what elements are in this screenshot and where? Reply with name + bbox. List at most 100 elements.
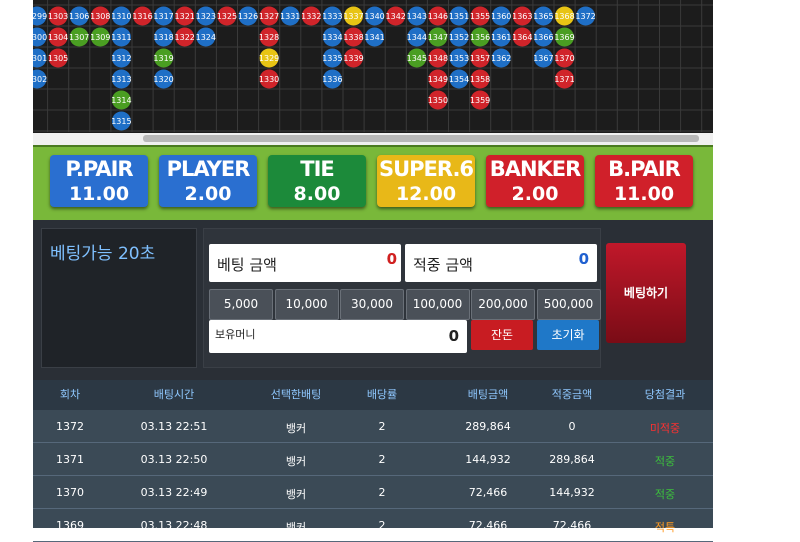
win-amount-label: 적중 금액 <box>413 256 473 274</box>
amount-button[interactable]: 100,000 <box>405 289 470 320</box>
bet-odds: 12.00 <box>395 183 457 205</box>
bet-button[interactable]: TIE 8.00 <box>268 155 366 207</box>
bead <box>512 27 532 47</box>
bead <box>428 48 448 68</box>
bead-label: 1322 <box>175 33 195 42</box>
bead-label: 1333 <box>322 12 342 21</box>
table-cell: 144,932 <box>549 486 595 499</box>
bead <box>217 6 237 26</box>
bead-label: 1337 <box>343 12 363 21</box>
table-cell: 적중 <box>654 455 676 468</box>
bead-label: 1364 <box>512 33 532 42</box>
bead <box>259 48 279 68</box>
bead <box>322 69 342 89</box>
bead-label: 1371 <box>554 75 574 84</box>
amount-button[interactable]: 10,000 <box>274 289 339 320</box>
bead <box>344 48 363 68</box>
bead-label: 1324 <box>196 33 216 42</box>
table-cell: 03.13 22:48 <box>140 519 208 532</box>
bead-label: 1348 <box>428 54 448 63</box>
reset-button[interactable]: 초기화 <box>537 320 599 350</box>
bead <box>533 27 553 47</box>
table-cell: 적중 <box>654 488 676 501</box>
bead-label: 1353 <box>449 54 469 63</box>
bead <box>470 90 490 110</box>
bead-label: 1352 <box>449 33 469 42</box>
money-label: 보유머니 <box>215 328 256 341</box>
amount-button[interactable]: 5,000 <box>209 289 273 320</box>
amount-button[interactable]: 500,000 <box>536 289 601 320</box>
bet-button[interactable]: SUPER.6 12.00 <box>377 155 475 207</box>
bead <box>111 90 131 110</box>
table-row <box>33 443 713 476</box>
bead <box>365 6 385 26</box>
submit-button[interactable]: 베팅하기 <box>606 243 686 343</box>
bead-label: 1357 <box>470 54 490 63</box>
bet-button[interactable]: PLAYER 2.00 <box>159 155 257 207</box>
bead-label: 1327 <box>259 12 279 21</box>
page: {"road":{"columns":[ [{"label":"1299","c… <box>26 0 713 542</box>
bead-label: 1366 <box>533 33 553 42</box>
table-cell: 미적중 <box>649 422 681 435</box>
change-button[interactable]: 잔돈 <box>471 320 533 350</box>
bet-button[interactable]: B.PAIR 11.00 <box>595 155 693 207</box>
bead <box>491 6 511 26</box>
bead <box>48 27 68 47</box>
table-cell: 289,864 <box>549 453 595 466</box>
table-row <box>33 509 713 542</box>
table-cell: 72,466 <box>468 486 508 499</box>
bead-label: 1325 <box>217 12 237 21</box>
table-header-cell: 적중금액 <box>551 388 593 401</box>
bead-label: 1369 <box>554 33 574 42</box>
bead <box>428 27 448 47</box>
bead <box>470 48 490 68</box>
bet-button[interactable]: BANKER 2.00 <box>486 155 584 207</box>
table-row <box>33 410 713 443</box>
table-cell: 2 <box>378 420 386 433</box>
bead-label: 1309 <box>90 33 110 42</box>
bead <box>322 6 342 26</box>
bead <box>428 90 448 110</box>
bead-label: 1300 <box>33 33 47 42</box>
bead <box>449 48 469 68</box>
bead-label: 1370 <box>554 54 574 63</box>
table-header-cell: 당첨결과 <box>644 388 686 401</box>
bead <box>111 6 131 26</box>
table-cell: 72,466 <box>552 519 592 532</box>
bet-name: B.PAIR <box>608 157 681 181</box>
bead <box>154 48 174 68</box>
bead <box>154 6 174 26</box>
bead <box>69 27 89 47</box>
bead <box>491 27 511 47</box>
table-cell: 03.13 22:51 <box>140 420 208 433</box>
bet-options: P.PAIR 11.00 PLAYER 2.00 TIE 8.00 SUPER.6 12.00… <box>33 145 713 222</box>
amount-button[interactable]: 200,000 <box>471 289 535 320</box>
bead-label: 1367 <box>533 54 553 63</box>
bet-amount[interactable]: 베팅 금액 0 <box>209 244 401 282</box>
bet-panel: 베팅가능 20초 베팅 금액 0 적중 금액 0 보유머니 0 잔돈 초기화 베… <box>33 220 713 380</box>
timer: 베팅가능 20초 <box>50 244 156 264</box>
bead-label: 1372 <box>575 12 595 21</box>
bead <box>407 27 427 47</box>
bead-label: 1308 <box>90 12 110 21</box>
bet-button[interactable]: P.PAIR 11.00 <box>50 155 148 207</box>
bead-label: 1330 <box>259 75 279 84</box>
bead <box>491 48 511 68</box>
timer-box: 베팅가능 20초 <box>41 228 197 368</box>
bead <box>428 6 448 26</box>
bead-label: 1341 <box>364 33 384 42</box>
table-cell: 72,466 <box>468 519 508 532</box>
bet-name: P.PAIR <box>65 157 133 181</box>
bead <box>280 6 300 26</box>
bead-label: 1338 <box>343 33 363 42</box>
bead <box>111 48 131 68</box>
table-cell: 03.13 22:49 <box>140 486 208 499</box>
scrollbar-thumb <box>143 135 699 142</box>
bead <box>48 6 68 26</box>
bead <box>238 6 258 26</box>
bead <box>555 48 574 68</box>
bead <box>344 6 363 26</box>
bead-label: 1358 <box>470 75 490 84</box>
amount-button[interactable]: 30,000 <box>340 289 404 320</box>
